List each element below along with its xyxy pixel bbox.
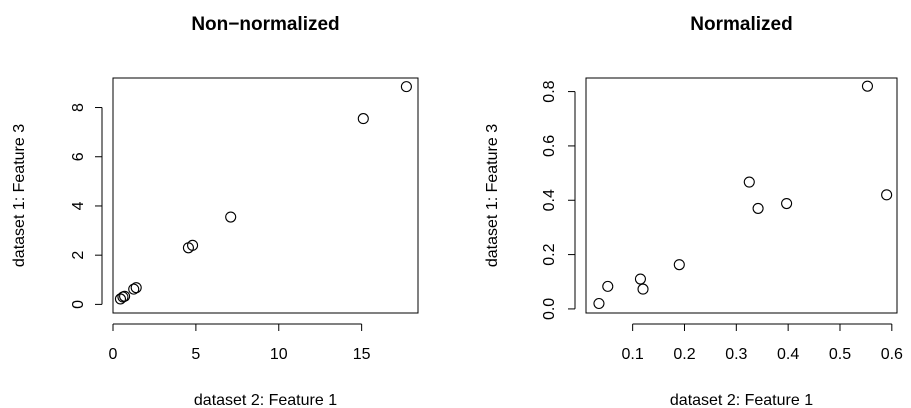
x-tick-label: 10 — [270, 346, 288, 363]
y-tick-label: 4 — [70, 201, 87, 210]
chart-panel-1: Non−normalized 0 5 10 15 dataset 2: Feature 1… — [11, 14, 419, 408]
x-axis-label: dataset 2: Feature 1 — [194, 392, 337, 408]
chart-panel-2: Normalized 0.1 0.2 0.3 0.4 0.5 0.6 dataset 2: F… — [484, 14, 903, 408]
plot-frame — [585, 77, 898, 314]
data-point — [673, 259, 685, 271]
y-tick-label: 0.6 — [541, 135, 558, 157]
data-point — [861, 80, 874, 92]
data-point — [225, 211, 237, 223]
data-point — [130, 282, 142, 294]
x-tick-label: 5 — [191, 346, 200, 363]
y-tick-label: 6 — [70, 152, 87, 161]
data-point — [119, 290, 131, 302]
y-tick-label: 0.0 — [541, 298, 558, 320]
y-tick-label: 2 — [70, 251, 87, 260]
y-tick-label: 0.4 — [541, 189, 558, 211]
x-tick-label: 0.2 — [673, 346, 695, 363]
x-tick-label: 0.4 — [777, 346, 799, 363]
chart-title: Normalized — [690, 14, 792, 35]
y-axis-label: dataset 1: Feature 3 — [484, 124, 501, 267]
x-tick-label: 15 — [353, 346, 371, 363]
data-point — [400, 81, 412, 93]
data-point — [634, 273, 646, 285]
y-tick-label: 0 — [70, 300, 87, 309]
data-point — [128, 283, 140, 295]
x-tick-label: 0.3 — [725, 346, 747, 363]
y-tick-label: 0.2 — [541, 243, 558, 265]
data-point — [637, 283, 649, 295]
data-point — [602, 280, 614, 292]
x-tick-label: 0.6 — [881, 346, 903, 363]
data-point — [593, 297, 605, 310]
plot-frame — [112, 77, 419, 314]
x-tick-label: 0 — [109, 346, 118, 363]
y-tick-label: 0.8 — [541, 80, 558, 102]
data-point — [881, 189, 893, 201]
data-point — [357, 113, 369, 125]
x-tick-label: 0.1 — [622, 346, 644, 363]
chart-title: Non−normalized — [191, 14, 339, 35]
data-point — [743, 176, 755, 188]
x-axis-label: dataset 2: Feature 1 — [670, 392, 813, 408]
data-point — [187, 239, 199, 251]
y-axis-label: dataset 1: Feature 3 — [11, 124, 28, 267]
data-point — [781, 197, 793, 210]
x-tick-label: 0.5 — [829, 346, 851, 363]
data-point — [752, 202, 764, 214]
y-tick-label: 8 — [70, 103, 87, 112]
